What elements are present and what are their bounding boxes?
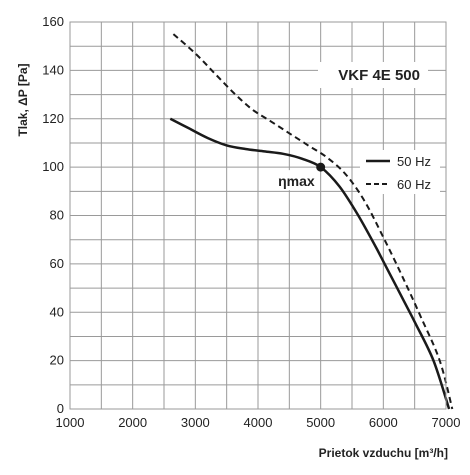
y-tick-label: 120 xyxy=(42,111,64,126)
legend-label-60hz: 60 Hz xyxy=(397,177,431,192)
x-tick-label: 5000 xyxy=(306,415,335,430)
x-axis-title-text: Prietok vzduchu xyxy=(319,446,412,460)
eta-max-label: ηmax xyxy=(278,173,315,189)
annotations: ηmax xyxy=(267,162,326,191)
x-tick-labels: 1000 2000 3000 4000 5000 6000 7000 xyxy=(56,415,461,430)
legend-box xyxy=(360,150,440,194)
y-tick-label: 40 xyxy=(50,304,64,319)
x-tick-label: 1000 xyxy=(56,415,85,430)
annotation-label-bg xyxy=(267,170,316,191)
y-tick-label: 0 xyxy=(57,401,64,416)
y-tick-label: 140 xyxy=(42,62,64,77)
y-tick-label: 80 xyxy=(50,208,64,223)
series-line-60hz xyxy=(172,33,454,410)
series-lines xyxy=(169,33,454,410)
x-tick-label: 6000 xyxy=(369,415,398,430)
y-tick-label: 100 xyxy=(42,159,64,174)
eta-max-marker xyxy=(316,162,326,172)
x-tick-label: 4000 xyxy=(244,415,273,430)
y-axis-title: Tlak, ΔP [Pa] xyxy=(16,63,30,136)
plot-frame xyxy=(69,21,447,410)
chart-title: VKF 4E 500 xyxy=(338,67,420,84)
title-background xyxy=(318,62,428,88)
y-tick-labels: 0 20 40 60 80 100 120 140 160 xyxy=(42,14,64,416)
y-tick-label: 20 xyxy=(50,353,64,368)
series-line-50hz xyxy=(169,117,451,410)
x-axis-title: Prietok vzduchu [m³/h] xyxy=(319,446,448,460)
x-tick-label: 3000 xyxy=(181,415,210,430)
x-tick-label: 2000 xyxy=(118,415,147,430)
y-tick-label: 160 xyxy=(42,14,64,29)
legend-label-50hz: 50 Hz xyxy=(397,154,431,169)
x-axis-unit: [m³/h] xyxy=(415,446,448,460)
x-tick-label: 7000 xyxy=(432,415,461,430)
y-tick-label: 60 xyxy=(50,256,64,271)
